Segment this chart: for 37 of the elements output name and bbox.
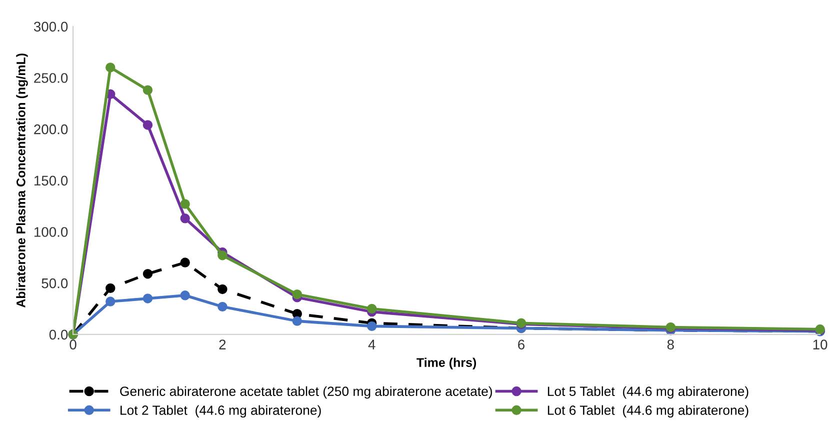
point xyxy=(142,294,153,304)
point xyxy=(106,283,116,294)
point xyxy=(142,268,153,279)
point xyxy=(218,250,228,260)
y-tick-label: 150.0 xyxy=(34,176,68,186)
point xyxy=(180,258,190,268)
y-tick-label: 250.0 xyxy=(34,73,68,83)
point xyxy=(292,316,302,326)
point xyxy=(106,296,116,306)
y-tick-label: 200.0 xyxy=(34,124,68,134)
x-tick-label: 8 xyxy=(667,340,674,350)
x-tick-label: 4 xyxy=(368,340,376,350)
legend-label: Lot 2 Tablet (44.6 mg abiraterone) xyxy=(120,405,321,418)
legend-label: Lot 6 Tablet (44.6 mg abiraterone) xyxy=(548,405,748,418)
y-tick-label: 0.0 xyxy=(49,330,68,340)
point xyxy=(366,304,377,314)
legend-label: Lot 5 Tablet (44.6 mg abiraterone) xyxy=(548,386,748,399)
y-tick-label: 300.0 xyxy=(34,22,68,32)
x-tick-label: 0 xyxy=(70,340,76,350)
x-tick-label: 10 xyxy=(813,340,828,350)
point xyxy=(218,284,228,294)
legend-label: Generic abiraterone acetate tablet (250 mg abiraterone acetate) xyxy=(120,386,492,399)
point xyxy=(180,290,190,300)
point xyxy=(142,120,153,130)
point xyxy=(142,85,153,95)
point xyxy=(292,290,302,300)
y-axis-title: Abiraterone Plasma Concentration (ng/mL) xyxy=(16,54,28,308)
x-tick-label: 6 xyxy=(518,340,524,350)
point xyxy=(180,214,190,224)
point xyxy=(218,302,228,312)
y-tick-label: 50.0 xyxy=(42,278,68,288)
x-tick-label: 2 xyxy=(219,340,226,350)
point xyxy=(180,199,190,209)
y-tick-label: 100.0 xyxy=(34,227,68,237)
x-axis-title: Time (hrs) xyxy=(416,358,476,370)
point xyxy=(106,62,116,72)
point xyxy=(366,321,377,332)
